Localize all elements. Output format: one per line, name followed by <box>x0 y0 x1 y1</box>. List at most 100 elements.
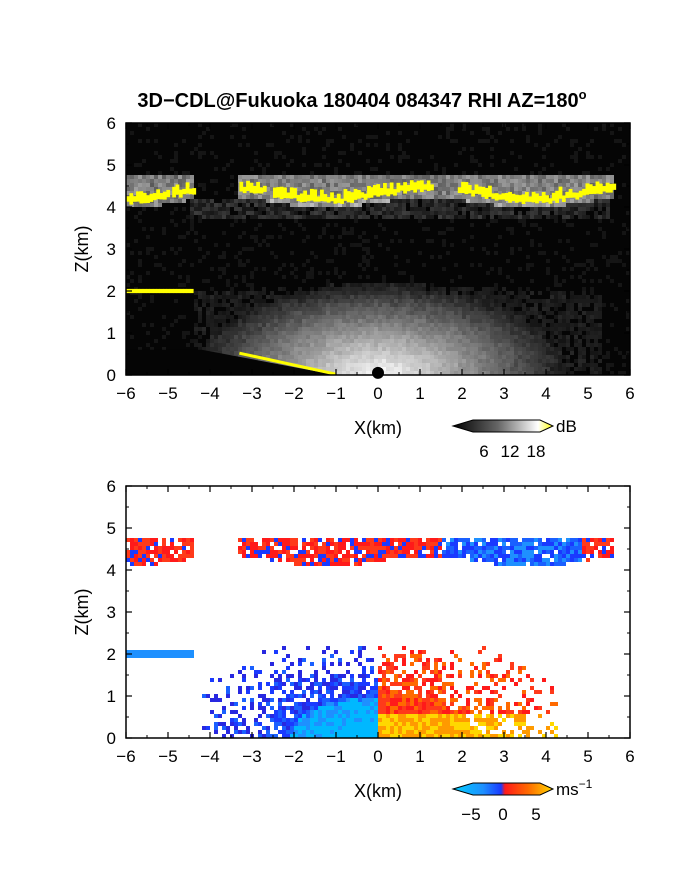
velocity-pixel <box>478 550 482 554</box>
backscatter-pixel <box>330 307 334 311</box>
backscatter-pixel <box>374 323 378 327</box>
velocity-pixel <box>370 538 374 542</box>
velocity-pixel <box>490 678 494 682</box>
backscatter-pixel <box>182 219 186 223</box>
backscatter-pixel <box>478 195 482 199</box>
backscatter-pixel <box>354 311 358 315</box>
backscatter-pixel <box>490 267 494 271</box>
velocity-pixel <box>394 546 398 550</box>
backscatter-pixel <box>350 359 354 363</box>
backscatter-pixel <box>338 347 342 351</box>
backscatter-pixel <box>378 299 382 303</box>
backscatter-pixel <box>194 343 198 347</box>
backscatter-pixel <box>450 331 454 335</box>
backscatter-pixel <box>618 139 622 143</box>
velocity-pixel <box>514 682 518 686</box>
backscatter-pixel <box>578 319 582 323</box>
backscatter-xtick-label: 5 <box>583 384 592 403</box>
backscatter-pixel <box>466 343 470 347</box>
backscatter-pixel <box>586 267 590 271</box>
backscatter-pixel <box>342 299 346 303</box>
backscatter-pixel <box>514 179 518 183</box>
backscatter-pixel <box>358 355 362 359</box>
backscatter-pixel <box>302 311 306 315</box>
backscatter-pixel <box>610 179 614 183</box>
backscatter-pixel <box>246 327 250 331</box>
velocity-pixel <box>542 546 546 550</box>
backscatter-pixel <box>266 351 270 355</box>
velocity-pixel <box>158 554 162 558</box>
backscatter-cloud-echo <box>159 193 164 200</box>
velocity-pixel <box>334 562 338 566</box>
backscatter-pixel <box>522 123 526 127</box>
velocity-pixel <box>242 678 246 682</box>
backscatter-pixel <box>470 199 474 203</box>
backscatter-pixel <box>266 195 270 199</box>
backscatter-pixel <box>562 343 566 347</box>
backscatter-pixel <box>546 287 550 291</box>
backscatter-image <box>126 123 630 379</box>
backscatter-pixel <box>374 211 378 215</box>
backscatter-pixel <box>206 251 210 255</box>
backscatter-pixel <box>198 151 202 155</box>
backscatter-pixel <box>426 199 430 203</box>
velocity-pixel <box>566 558 570 562</box>
velocity-pixel <box>570 558 574 562</box>
backscatter-pixel <box>346 371 350 375</box>
backscatter-pixel <box>214 179 218 183</box>
backscatter-pixel <box>306 299 310 303</box>
backscatter-pixel <box>306 327 310 331</box>
velocity-pixel <box>370 670 374 674</box>
backscatter-pixel <box>474 339 478 343</box>
backscatter-pixel <box>382 211 386 215</box>
backscatter-pixel <box>370 311 374 315</box>
backscatter-pixel <box>386 351 390 355</box>
backscatter-pixel <box>314 215 318 219</box>
backscatter-pixel <box>514 331 518 335</box>
velocity-pixel <box>290 558 294 562</box>
backscatter-pixel <box>270 331 274 335</box>
backscatter-pixel <box>526 347 530 351</box>
backscatter-pixel <box>574 139 578 143</box>
backscatter-pixel <box>410 307 414 311</box>
backscatter-pixel <box>250 315 254 319</box>
backscatter-pixel <box>486 367 490 371</box>
backscatter-pixel <box>514 183 518 187</box>
backscatter-pixel <box>470 247 474 251</box>
backscatter-pixel <box>466 327 470 331</box>
backscatter-pixel <box>538 343 542 347</box>
velocity-pixel <box>226 686 230 690</box>
velocity-pixel <box>346 554 350 558</box>
backscatter-pixel <box>478 339 482 343</box>
backscatter-pixel <box>366 347 370 351</box>
backscatter-pixel <box>386 307 390 311</box>
backscatter-pixel <box>382 339 386 343</box>
backscatter-pixel <box>362 359 366 363</box>
backscatter-pixel <box>510 251 514 255</box>
backscatter-pixel <box>502 215 506 219</box>
backscatter-pixel <box>194 231 198 235</box>
backscatter-pixel <box>366 363 370 367</box>
backscatter-pixel <box>434 175 438 179</box>
backscatter-pixel <box>474 175 478 179</box>
velocity-pixel <box>126 654 130 658</box>
velocity-pixel <box>534 554 538 558</box>
backscatter-pixel <box>186 231 190 235</box>
backscatter-pixel <box>622 363 626 367</box>
backscatter-pixel <box>538 175 542 179</box>
backscatter-pixel <box>326 283 330 287</box>
backscatter-pixel <box>534 323 538 327</box>
backscatter-pixel <box>310 251 314 255</box>
backscatter-pixel <box>218 335 222 339</box>
backscatter-pixel <box>454 339 458 343</box>
backscatter-pixel <box>438 183 442 187</box>
backscatter-pixel <box>470 223 474 227</box>
backscatter-pixel <box>222 327 226 331</box>
backscatter-pixel <box>478 299 482 303</box>
backscatter-pixel <box>318 187 322 191</box>
backscatter-pixel <box>430 207 434 211</box>
backscatter-pixel <box>286 215 290 219</box>
velocity-pixel <box>242 546 246 550</box>
velocity-pixel <box>418 538 422 542</box>
velocity-pixel <box>262 650 266 654</box>
